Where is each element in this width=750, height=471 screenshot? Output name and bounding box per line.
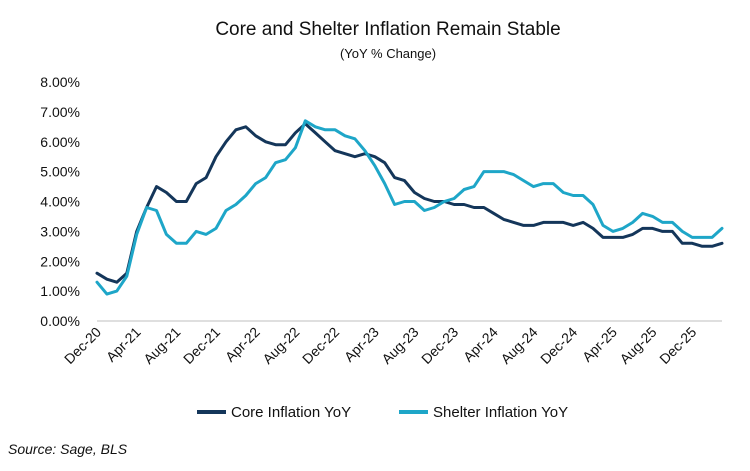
y-tick-label: 6.00% xyxy=(40,134,80,150)
y-tick-label: 1.00% xyxy=(40,283,80,299)
x-tick-label: Dec-21 xyxy=(180,324,223,367)
series-line-shelter xyxy=(95,119,724,296)
series-lines xyxy=(95,119,724,296)
legend-label-shelter: Shelter Inflation YoY xyxy=(433,404,568,421)
y-tick-label: 2.00% xyxy=(40,253,80,269)
x-tick-label: Aug-21 xyxy=(140,324,183,367)
y-tick-label: 4.00% xyxy=(40,194,80,210)
legend-label-core: Core Inflation YoY xyxy=(231,404,351,421)
series-line-core xyxy=(95,122,724,284)
y-tick-label: 3.00% xyxy=(40,223,80,239)
x-tick-label: Aug-25 xyxy=(616,324,659,367)
x-tick-label: Apr-22 xyxy=(222,324,263,365)
x-tick-label: Apr-25 xyxy=(579,324,620,365)
x-tick-label: Aug-24 xyxy=(497,324,540,367)
chart-subtitle: (YoY % Change) xyxy=(340,46,436,61)
chart-title: Core and Shelter Inflation Remain Stable xyxy=(215,19,560,40)
x-tick-label: Aug-22 xyxy=(259,324,302,367)
y-tick-label: 7.00% xyxy=(40,104,80,120)
source-note: Source: Sage, BLS xyxy=(8,441,128,457)
x-tick-label: Apr-21 xyxy=(103,324,144,365)
x-tick-label: Apr-24 xyxy=(460,324,501,365)
y-tick-label: 8.00% xyxy=(40,74,80,90)
x-tick-label: Dec-22 xyxy=(299,324,342,367)
inflation-line-chart: Core and Shelter Inflation Remain Stable… xyxy=(40,19,724,421)
legend: Core Inflation YoY Shelter Inflation YoY xyxy=(197,404,568,421)
x-tick-label: Dec-20 xyxy=(61,324,104,367)
y-tick-label: 0.00% xyxy=(40,313,80,329)
x-tick-label: Dec-25 xyxy=(656,324,699,367)
x-axis-tick-labels: Dec-20Apr-21Aug-21Dec-21Apr-22Aug-22Dec-… xyxy=(61,324,700,367)
x-tick-label: Dec-24 xyxy=(537,324,580,367)
y-axis-tick-labels: 0.00% 1.00% 2.00% 3.00% 4.00% 5.00% 6.00% 7.00%… xyxy=(40,74,80,329)
x-tick-label: Dec-23 xyxy=(418,324,461,367)
x-tick-label: Apr-23 xyxy=(341,324,382,365)
x-tick-label: Aug-23 xyxy=(378,324,421,367)
y-tick-label: 5.00% xyxy=(40,164,80,180)
